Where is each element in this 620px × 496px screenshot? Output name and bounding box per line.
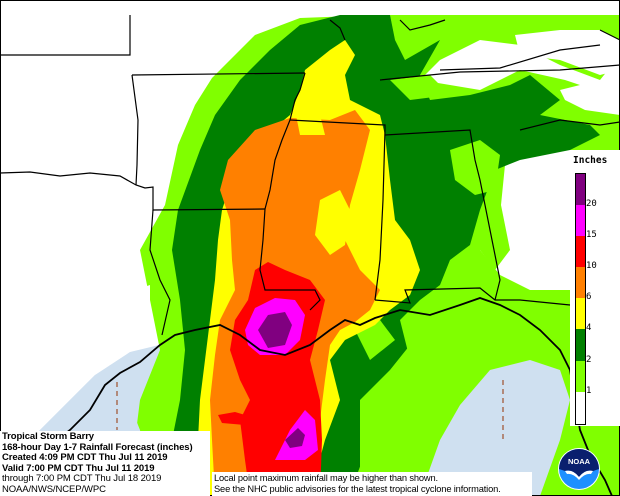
disclaimer-line-2: See the NHC public advisories for the la…: [214, 483, 501, 494]
legend-tick-10: 10: [586, 261, 597, 271]
source-agency: NOAA/NWS/NCEP/WPC: [2, 483, 106, 495]
legend-bin-10-15: [576, 236, 585, 267]
noaa-logo-icon: NOAA: [558, 448, 600, 490]
legend-bin-over-20: [576, 174, 585, 205]
rainfall-legend: Inches 20 15 10 6 4 2 1: [570, 150, 620, 426]
legend-tick-20: 20: [586, 199, 597, 209]
legend-tick-2: 2: [586, 355, 592, 365]
storm-name: Tropical Storm Barry: [2, 431, 94, 442]
legend-bin-15-20: [576, 205, 585, 236]
through-time: through 7:00 PM CDT Thu Jul 18 2019: [2, 473, 162, 485]
color-bar: [575, 173, 586, 425]
legend-bin-4-6: [576, 298, 585, 329]
forecast-info-box: Tropical Storm Barry 168-hour Day 1-7 Ra…: [0, 431, 210, 496]
legend-bin-2-4: [576, 329, 585, 361]
disclaimer-box: Local point maximum rainfall may be high…: [212, 472, 532, 496]
legend-title: Inches: [573, 155, 608, 166]
legend-tick-4: 4: [586, 323, 592, 333]
legend-bin-under-1: [576, 392, 585, 424]
valid-time: Valid 7:00 PM CDT Thu Jul 11 2019: [2, 462, 155, 474]
legend-bin-6-10: [576, 267, 585, 298]
created-time: Created 4:09 PM CDT Thu Jul 11 2019: [2, 452, 168, 464]
disclaimer-line-1: Local point maximum rainfall may be high…: [214, 473, 438, 483]
legend-tick-6: 6: [586, 292, 592, 302]
coastline: [9, 297, 613, 496]
noaa-logo-text: NOAA: [568, 457, 591, 466]
forecast-description: 168-hour Day 1-7 Rainfall Forecast (inch…: [2, 441, 193, 453]
legend-bin-1-2: [576, 361, 585, 392]
legend-tick-15: 15: [586, 230, 597, 240]
state-borders: [0, 15, 620, 336]
storm-track-lines: [116, 380, 504, 440]
legend-tick-1: 1: [586, 386, 592, 396]
rain-zone-over-20: [258, 312, 292, 348]
